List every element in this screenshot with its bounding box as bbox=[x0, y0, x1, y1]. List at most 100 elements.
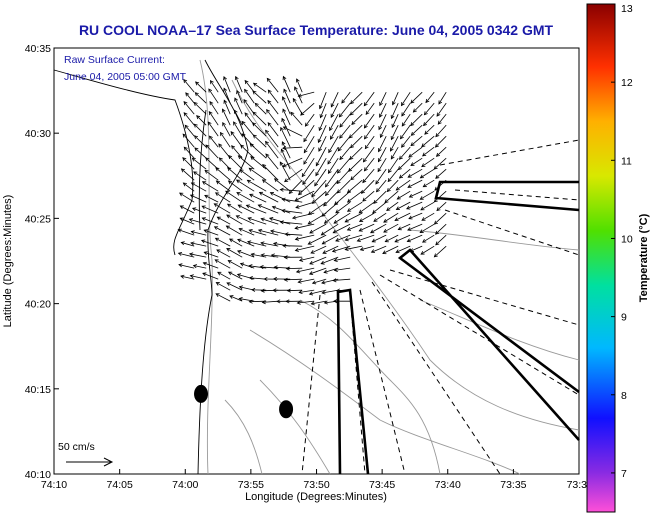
current-arrow-head bbox=[422, 152, 427, 157]
current-arrow-head bbox=[422, 183, 427, 188]
current-arrow bbox=[235, 76, 243, 93]
colorbar-tick-label: 7 bbox=[621, 468, 627, 480]
contour-line bbox=[231, 79, 580, 431]
current-arrow-head bbox=[260, 241, 265, 246]
current-arrow-head bbox=[298, 290, 303, 295]
current-arrow bbox=[337, 135, 351, 152]
current-arrow bbox=[421, 157, 435, 167]
current-arrow-head bbox=[216, 216, 221, 221]
current-arrow-head bbox=[248, 264, 253, 269]
current-arrow bbox=[394, 234, 411, 243]
current-arrow-head bbox=[246, 179, 251, 184]
current-arrow bbox=[334, 190, 351, 206]
current-arrow-head bbox=[395, 186, 400, 191]
current-arrow bbox=[194, 135, 207, 148]
current-arrow-head bbox=[285, 266, 290, 271]
current-arrow bbox=[390, 135, 399, 152]
current-arrow bbox=[401, 91, 411, 106]
current-arrow bbox=[410, 245, 423, 252]
current-arrow bbox=[196, 115, 207, 126]
current-arrow bbox=[219, 157, 231, 170]
current-arrow bbox=[350, 168, 363, 180]
current-arrow-head bbox=[226, 203, 232, 208]
current-arrow-head bbox=[283, 277, 288, 282]
dot-marker bbox=[279, 400, 294, 419]
current-arrow-head bbox=[325, 183, 329, 188]
current-arrow bbox=[209, 101, 219, 115]
current-arrow-head bbox=[323, 269, 328, 274]
current-arrow-head bbox=[209, 79, 214, 85]
current-arrow bbox=[193, 171, 207, 181]
current-arrow-head bbox=[225, 190, 230, 195]
current-arrow bbox=[292, 212, 315, 219]
current-arrow bbox=[283, 126, 303, 137]
current-arrow-head bbox=[282, 243, 287, 248]
scale-arrow-head bbox=[103, 457, 114, 467]
current-arrow bbox=[407, 168, 423, 178]
scale-arrow-label: 50 cm/s bbox=[58, 441, 95, 453]
current-arrow bbox=[349, 146, 363, 160]
current-arrow-head bbox=[214, 237, 220, 242]
current-arrow-head bbox=[226, 248, 231, 252]
current-arrow-head bbox=[235, 215, 240, 219]
current-arrow bbox=[320, 103, 327, 118]
current-arrow-head bbox=[184, 124, 189, 129]
current-arrow bbox=[241, 121, 255, 137]
current-arrow-head bbox=[201, 181, 207, 185]
current-arrow-head bbox=[421, 217, 426, 221]
current-arrow-head bbox=[363, 124, 368, 129]
current-arrow-head bbox=[208, 88, 213, 93]
current-arrow bbox=[318, 135, 327, 152]
current-arrow-head bbox=[344, 218, 349, 223]
current-arrow bbox=[258, 204, 279, 214]
current-arrow bbox=[437, 113, 447, 125]
current-arrow bbox=[294, 190, 315, 201]
current-arrow bbox=[267, 100, 279, 115]
current-arrow bbox=[205, 157, 219, 170]
bay-shore bbox=[53, 69, 194, 256]
current-arrow bbox=[191, 231, 207, 236]
current-arrow bbox=[240, 144, 255, 159]
current-arrow bbox=[434, 179, 447, 191]
current-arrow bbox=[357, 234, 375, 242]
current-arrow-head bbox=[262, 163, 267, 169]
current-arrow bbox=[209, 135, 219, 148]
current-arrow bbox=[364, 157, 375, 172]
current-arrow bbox=[335, 201, 351, 214]
current-arrow bbox=[180, 275, 195, 280]
current-arrow bbox=[223, 76, 231, 93]
current-arrow-head bbox=[410, 122, 415, 127]
current-arrow-head bbox=[339, 134, 344, 139]
current-arrow-head bbox=[180, 274, 185, 279]
current-arrow bbox=[282, 198, 303, 203]
current-arrow bbox=[282, 76, 291, 93]
current-arrow bbox=[311, 300, 327, 305]
current-arrow-head bbox=[230, 131, 235, 136]
current-arrow bbox=[396, 179, 411, 191]
current-arrow bbox=[228, 180, 243, 192]
y-tick-label: 40:10 bbox=[25, 469, 51, 481]
current-arrow-head bbox=[204, 169, 209, 174]
current-arrow bbox=[228, 260, 243, 269]
current-arrow-head bbox=[214, 192, 220, 197]
current-arrow-head bbox=[322, 250, 327, 254]
current-arrow-head bbox=[375, 180, 380, 185]
sector-outline bbox=[434, 180, 580, 212]
current-arrow bbox=[390, 146, 399, 160]
current-arrow-head bbox=[215, 293, 220, 297]
current-arrow bbox=[386, 201, 399, 211]
current-arrow-head bbox=[213, 203, 218, 208]
current-arrow bbox=[226, 214, 243, 225]
current-arrow-head bbox=[301, 173, 306, 178]
current-arrow-head bbox=[400, 135, 404, 140]
current-arrow bbox=[258, 229, 279, 236]
current-arrow bbox=[222, 108, 231, 126]
current-arrow-head bbox=[435, 174, 440, 179]
current-arrow-head bbox=[244, 112, 249, 117]
current-arrow-head bbox=[419, 196, 424, 200]
current-arrow bbox=[434, 190, 447, 203]
current-arrow-head bbox=[252, 90, 257, 95]
current-arrow bbox=[373, 190, 387, 204]
current-arrow-head bbox=[362, 197, 367, 202]
current-arrow bbox=[193, 102, 207, 115]
